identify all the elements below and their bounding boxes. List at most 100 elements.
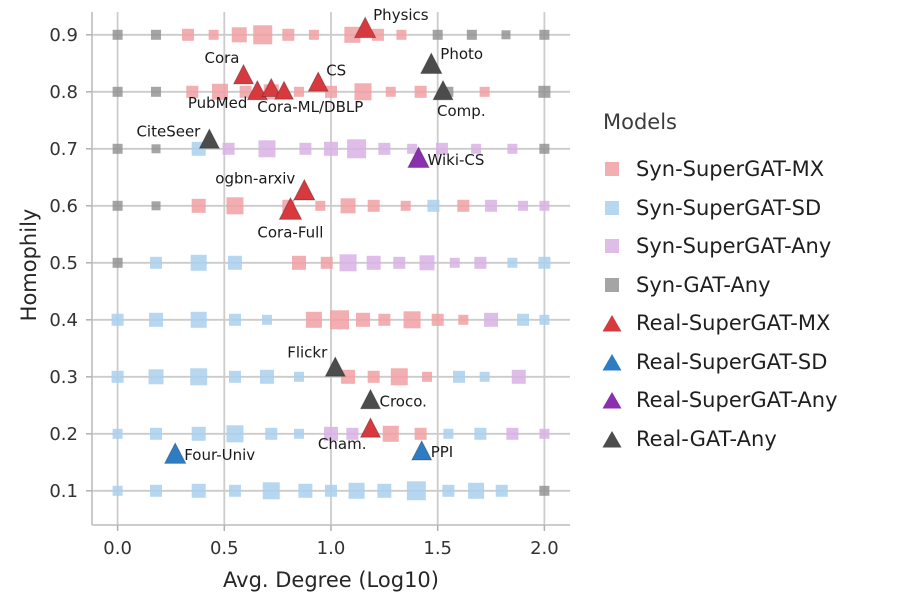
square-marker (442, 484, 455, 497)
legend: Models Syn-SuperGAT-MX Syn-SuperGAT-SD Syn… (601, 110, 838, 458)
square-marker (112, 200, 123, 211)
square-marker (377, 483, 392, 498)
dataset-annotation: Flickr (287, 343, 328, 361)
square-marker (222, 142, 235, 155)
square-marker-icon (605, 162, 619, 177)
square-marker (538, 85, 551, 98)
square-marker (344, 26, 361, 43)
square-marker (191, 426, 206, 441)
dataset-annotation: PPI (431, 443, 454, 461)
series-Syn-SuperGAT-Any (222, 139, 550, 441)
square-marker (111, 370, 124, 383)
square-marker (471, 143, 482, 154)
square-marker (190, 311, 207, 328)
square-marker (406, 481, 426, 501)
dataset-annotation: Cora-Full (257, 223, 323, 241)
triangle-marker-icon (602, 430, 622, 448)
square-marker (407, 143, 418, 154)
square-marker (466, 29, 477, 40)
square-marker (324, 426, 338, 441)
triangle-marker (307, 70, 329, 92)
square-marker (191, 198, 206, 213)
square-marker (148, 369, 164, 385)
square-marker (539, 314, 550, 325)
legend-label: Real-GAT-Any (636, 426, 777, 451)
legend-item-real-gat-any: Real-GAT-Any (601, 420, 838, 459)
dataset-annotation: ogbn-arxiv (215, 170, 295, 188)
y-axis-label: Homophily (17, 208, 41, 322)
square-marker (341, 369, 356, 384)
triangle-marker (432, 79, 454, 101)
square-marker (371, 28, 384, 41)
square-marker (443, 428, 454, 439)
square-marker (517, 313, 530, 326)
square-marker (228, 484, 241, 497)
x-tick-label: 2.0 (530, 538, 559, 559)
triangle-marker (353, 16, 377, 39)
square-marker (190, 254, 207, 271)
square-marker (182, 28, 195, 41)
square-marker (348, 482, 365, 499)
axis-ticks: 0.0 0.5 1.0 1.5 2.0 0.1 0.2 0.3 0.4 0.5 0.6 0.7 0.8 0… (49, 25, 558, 559)
square-marker (427, 199, 440, 212)
square-marker (518, 200, 529, 211)
square-marker (432, 29, 443, 40)
square-marker (403, 311, 421, 329)
square-marker (378, 142, 391, 155)
x-axis-label: Avg. Degree (Log10) (223, 568, 439, 592)
triangle-marker (163, 441, 187, 464)
square-marker (191, 483, 206, 498)
square-marker (539, 428, 550, 439)
square-marker (308, 29, 319, 40)
series-Syn-SuperGAT-SD (111, 141, 551, 501)
square-marker (354, 83, 372, 101)
square-marker (265, 427, 278, 440)
square-marker (385, 86, 396, 97)
square-marker (507, 257, 518, 268)
legend-label: Syn-SuperGAT-MX (636, 157, 825, 182)
square-marker (259, 369, 274, 384)
legend-label: Syn-SuperGAT-Any (636, 234, 832, 259)
square-marker (346, 427, 359, 440)
square-marker (431, 313, 444, 326)
square-marker (112, 485, 123, 496)
triangle-marker (324, 355, 347, 377)
square-marker (366, 255, 381, 270)
square-marker (396, 29, 407, 40)
square-marker (112, 143, 123, 154)
square-marker (150, 256, 163, 269)
triangle-marker (261, 77, 282, 97)
triangle-marker-icon (602, 392, 622, 409)
square-marker (208, 29, 219, 40)
square-marker (111, 313, 124, 326)
square-marker (400, 200, 411, 211)
y-tick-label: 0.6 (49, 196, 78, 217)
square-marker (228, 370, 241, 383)
legend-item-real-supergat-sd: Real-SuperGAT-SD (601, 343, 838, 382)
square-marker (539, 29, 550, 40)
y-tick-label: 0.1 (49, 481, 78, 502)
square-marker (393, 256, 406, 269)
square-marker (149, 312, 164, 327)
legend-label: Real-SuperGAT-SD (636, 349, 828, 374)
series-Real-SuperGAT-MX (232, 16, 382, 438)
square-marker (479, 86, 490, 97)
square-marker-icon (605, 200, 619, 215)
square-marker (325, 85, 337, 98)
annotations: Physics Cora CS PubMed Cora-ML/DBLP ogbn-arxi… (136, 6, 485, 464)
legend-title: Models (603, 110, 677, 134)
legend-item-syn-supergat-any: Syn-SuperGAT-Any (601, 227, 838, 266)
square-marker (495, 484, 508, 497)
y-tick-label: 0.7 (49, 139, 78, 160)
square-marker (325, 484, 337, 497)
triangle-marker (407, 146, 430, 169)
square-marker (506, 427, 519, 440)
square-marker (227, 255, 242, 270)
square-marker (367, 199, 380, 212)
square-marker (190, 368, 208, 386)
square-marker (474, 256, 487, 269)
square-marker (390, 368, 408, 386)
square-marker (468, 482, 485, 499)
triangle-marker (359, 388, 382, 410)
